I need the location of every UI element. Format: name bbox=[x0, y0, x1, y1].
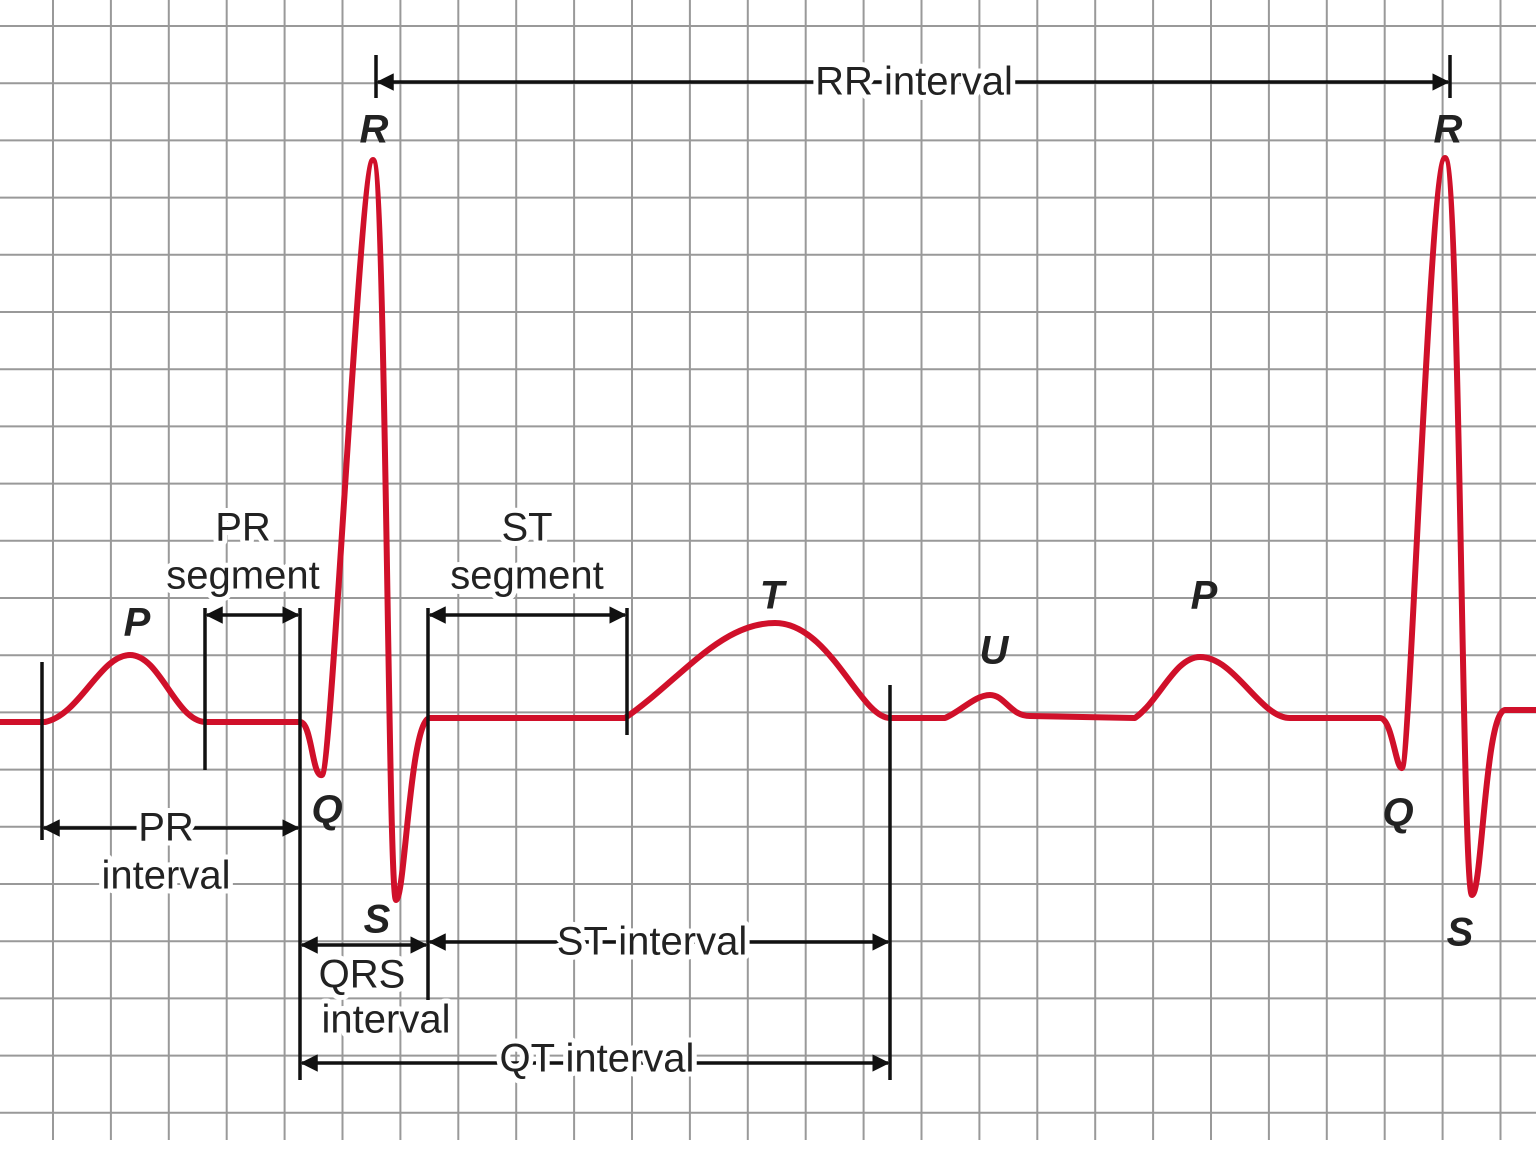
wave-label: P bbox=[124, 601, 151, 645]
wave-label: Q bbox=[1382, 791, 1413, 835]
wave-label: S bbox=[364, 898, 391, 942]
wave-label: P bbox=[1191, 574, 1218, 618]
interval-label: ST interval bbox=[557, 920, 747, 964]
interval-label: PR bbox=[138, 806, 194, 850]
wave-label: U bbox=[980, 629, 1010, 673]
wave-label: R bbox=[1434, 108, 1463, 152]
interval-label: RR interval bbox=[815, 60, 1013, 104]
interval-label: ST bbox=[501, 506, 552, 550]
interval-label: segment bbox=[166, 554, 319, 598]
interval-label: segment bbox=[450, 554, 603, 598]
interval-label: interval bbox=[102, 854, 231, 898]
interval-labels: RR interval PR segment ST segment PR int… bbox=[97, 55, 1018, 1086]
interval-label: QRS bbox=[319, 953, 406, 997]
ecg-trace bbox=[0, 155, 1536, 903]
interval-label: QT interval bbox=[500, 1037, 695, 1081]
wave-labels: P Q R S T U P Q R S bbox=[124, 108, 1474, 955]
interval-markers bbox=[40, 55, 1452, 1080]
wave-label: T bbox=[760, 574, 788, 618]
interval-label: PR bbox=[215, 506, 271, 550]
interval-label: interval bbox=[322, 998, 451, 1042]
wave-label: Q bbox=[311, 788, 342, 832]
wave-label: R bbox=[360, 108, 389, 152]
wave-label: S bbox=[1447, 911, 1474, 955]
